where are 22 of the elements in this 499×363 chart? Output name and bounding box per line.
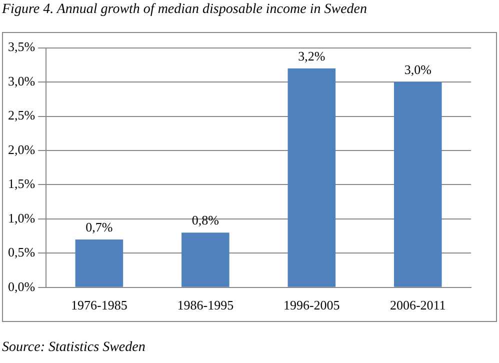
y-tick-label: 1,5% bbox=[8, 176, 36, 192]
chart-title: Figure 4. Annual growth of median disposable income in Sweden bbox=[2, 2, 368, 18]
bar bbox=[394, 82, 442, 287]
x-tick-label: 1996-2005 bbox=[283, 298, 340, 313]
y-tick-label: 3,0% bbox=[8, 73, 36, 88]
source-note: Source: Statistics Sweden bbox=[2, 340, 146, 356]
data-label: 3,0% bbox=[404, 62, 432, 77]
data-label: 0,8% bbox=[192, 212, 220, 228]
y-tick-label: 0,5% bbox=[8, 244, 36, 260]
y-tick-label: 2,0% bbox=[8, 142, 36, 157]
data-label: 3,2% bbox=[298, 48, 326, 64]
x-tick-label: 2006-2011 bbox=[390, 298, 446, 313]
y-tick-label: 3,5% bbox=[8, 39, 36, 54]
bar bbox=[288, 68, 336, 287]
y-tick-label: 1,0% bbox=[8, 210, 36, 226]
x-tick-label: 1976-1985 bbox=[71, 298, 128, 313]
x-tick-label: 1986-1995 bbox=[177, 298, 234, 313]
bar bbox=[182, 232, 230, 287]
y-tick-label: 0,0% bbox=[8, 278, 36, 294]
y-tick-label: 2,5% bbox=[8, 108, 36, 123]
bar bbox=[75, 239, 124, 287]
data-label: 0,7% bbox=[86, 219, 113, 234]
